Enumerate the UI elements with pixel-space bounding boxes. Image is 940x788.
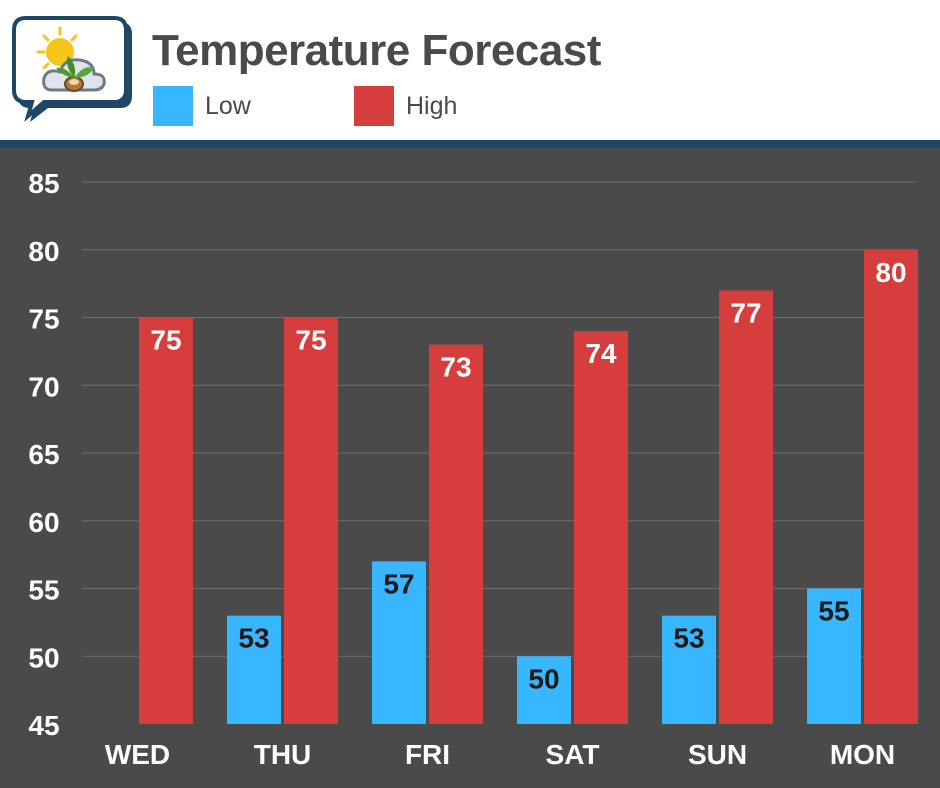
bar-high-mon: [864, 249, 918, 724]
legend-swatch-high: [354, 86, 394, 126]
data-label-low-thu: 53: [238, 623, 269, 654]
x-axis-ticks: WED THU FRI SAT SUN MON: [105, 739, 895, 770]
bar-high-sun: [719, 290, 773, 724]
temperature-bar-chart: 45 50 55 60 65 70 75 80 85 75 53 75 57 73 50 74 53 77 55 8…: [28, 168, 918, 770]
data-label-low-sat: 50: [528, 663, 559, 694]
y-tick-label: 85: [28, 168, 59, 199]
data-label-high-sat: 74: [585, 338, 617, 369]
data-label-low-mon: 55: [818, 596, 849, 627]
y-tick-label: 45: [28, 710, 59, 741]
y-axis-ticks: 45 50 55 60 65 70 75 80 85: [28, 168, 59, 741]
x-tick-label-wed: WED: [105, 739, 170, 770]
chart-title: Temperature Forecast: [152, 26, 601, 75]
y-tick-label: 60: [28, 507, 59, 538]
legend-label-low: Low: [205, 92, 251, 120]
data-label-high-wed: 75: [150, 325, 181, 356]
bar-high-fri: [429, 344, 483, 724]
data-label-low-sun: 53: [673, 623, 704, 654]
data-label-high-fri: 73: [440, 352, 471, 383]
bar-high-wed: [139, 317, 193, 724]
header-divider: [0, 140, 940, 148]
legend-label-high: High: [406, 92, 458, 120]
legend-swatch-low: [153, 86, 193, 126]
bar-low-thu: [227, 615, 281, 724]
y-tick-label: 50: [28, 642, 59, 673]
bar-low-sun: [662, 615, 716, 724]
header: Temperature Forecast Low High: [0, 0, 940, 140]
bar-low-sat: [517, 656, 571, 724]
grid-lines: [82, 181, 916, 657]
data-label-low-fri: 57: [383, 568, 414, 599]
data-labels: 75 53 75 57 73 50 74 53 77 55 80: [150, 257, 906, 695]
data-label-high-mon: 80: [875, 257, 906, 288]
x-tick-label-fri: FRI: [405, 739, 450, 770]
bars: [139, 249, 918, 724]
bar-low-mon: [807, 588, 861, 724]
data-label-high-sun: 77: [730, 297, 761, 328]
x-tick-label-sat: SAT: [546, 739, 600, 770]
x-tick-label-mon: MON: [830, 739, 895, 770]
bar-low-fri: [372, 561, 426, 724]
bar-high-sat: [574, 331, 628, 724]
y-tick-label: 55: [28, 575, 59, 606]
data-label-high-thu: 75: [295, 325, 326, 356]
y-tick-label: 75: [28, 304, 59, 335]
weather-sun-cloud-leaf-icon: [12, 16, 132, 122]
x-tick-label-thu: THU: [254, 739, 312, 770]
x-tick-label-sun: SUN: [688, 739, 747, 770]
y-tick-label: 80: [28, 236, 59, 267]
y-tick-label: 65: [28, 439, 59, 470]
bar-high-thu: [284, 317, 338, 724]
y-tick-label: 70: [28, 371, 59, 402]
